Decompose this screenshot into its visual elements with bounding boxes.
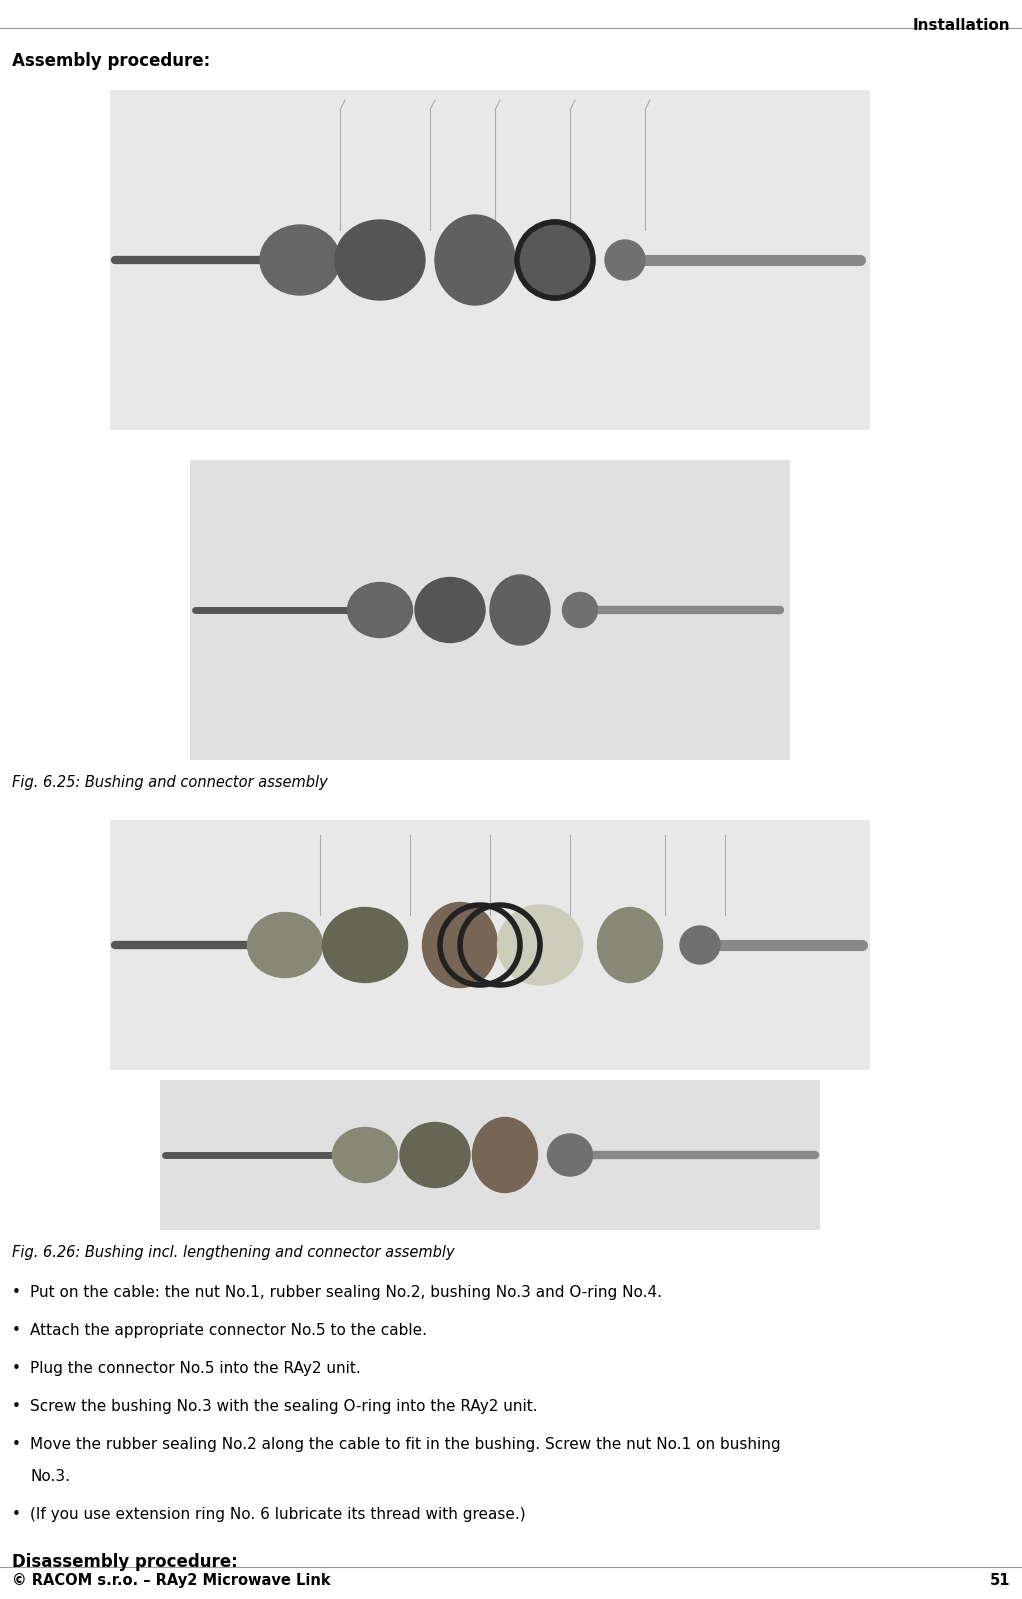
Ellipse shape xyxy=(415,577,485,643)
Ellipse shape xyxy=(335,221,425,301)
Ellipse shape xyxy=(260,225,340,294)
Text: •: • xyxy=(12,1286,20,1300)
Ellipse shape xyxy=(490,576,550,644)
Ellipse shape xyxy=(400,1122,470,1188)
Ellipse shape xyxy=(332,1127,398,1183)
Bar xyxy=(110,820,870,1070)
Text: Put on the cable: the nut No.1, rubber sealing No.2, bushing No.3 and O-ring No.: Put on the cable: the nut No.1, rubber s… xyxy=(30,1286,662,1300)
Ellipse shape xyxy=(323,908,408,982)
Text: Plug the connector No.5 into the RAy2 unit.: Plug the connector No.5 into the RAy2 un… xyxy=(30,1361,361,1377)
Ellipse shape xyxy=(435,214,515,305)
Bar xyxy=(160,1079,820,1230)
Ellipse shape xyxy=(472,1118,538,1193)
Text: 51: 51 xyxy=(989,1573,1010,1588)
Text: •: • xyxy=(12,1506,20,1522)
Text: Fig. 6.26: Bushing incl. lengthening and connector assembly: Fig. 6.26: Bushing incl. lengthening and… xyxy=(12,1246,455,1260)
Text: •: • xyxy=(12,1399,20,1414)
Text: Screw the bushing No.3 with the sealing O-ring into the RAy2 unit.: Screw the bushing No.3 with the sealing … xyxy=(30,1399,538,1414)
Ellipse shape xyxy=(422,902,498,988)
Text: No.3.: No.3. xyxy=(30,1469,69,1484)
Ellipse shape xyxy=(498,905,583,985)
Text: © RACOM s.r.o. – RAy2 Microwave Link: © RACOM s.r.o. – RAy2 Microwave Link xyxy=(12,1573,331,1588)
Text: Installation: Installation xyxy=(913,18,1010,34)
Text: Assembly procedure:: Assembly procedure: xyxy=(12,53,211,70)
Text: Move the rubber sealing No.2 along the cable to fit in the bushing. Screw the nu: Move the rubber sealing No.2 along the c… xyxy=(30,1438,781,1452)
Ellipse shape xyxy=(520,221,590,301)
Bar xyxy=(190,461,790,760)
Text: Fig. 6.25: Bushing and connector assembly: Fig. 6.25: Bushing and connector assembl… xyxy=(12,776,328,790)
Ellipse shape xyxy=(562,593,598,627)
Text: Disassembly procedure:: Disassembly procedure: xyxy=(12,1553,238,1570)
Text: •: • xyxy=(12,1322,20,1338)
Text: Attach the appropriate connector No.5 to the cable.: Attach the appropriate connector No.5 to… xyxy=(30,1322,427,1338)
Text: •: • xyxy=(12,1361,20,1377)
Ellipse shape xyxy=(598,908,662,982)
Ellipse shape xyxy=(247,913,323,977)
Bar xyxy=(110,90,870,430)
Text: (If you use extension ring No. 6 lubricate its thread with grease.): (If you use extension ring No. 6 lubrica… xyxy=(30,1506,525,1522)
Ellipse shape xyxy=(605,240,645,280)
Ellipse shape xyxy=(347,582,413,638)
Text: •: • xyxy=(12,1438,20,1452)
Ellipse shape xyxy=(548,1134,593,1175)
Ellipse shape xyxy=(680,926,721,964)
